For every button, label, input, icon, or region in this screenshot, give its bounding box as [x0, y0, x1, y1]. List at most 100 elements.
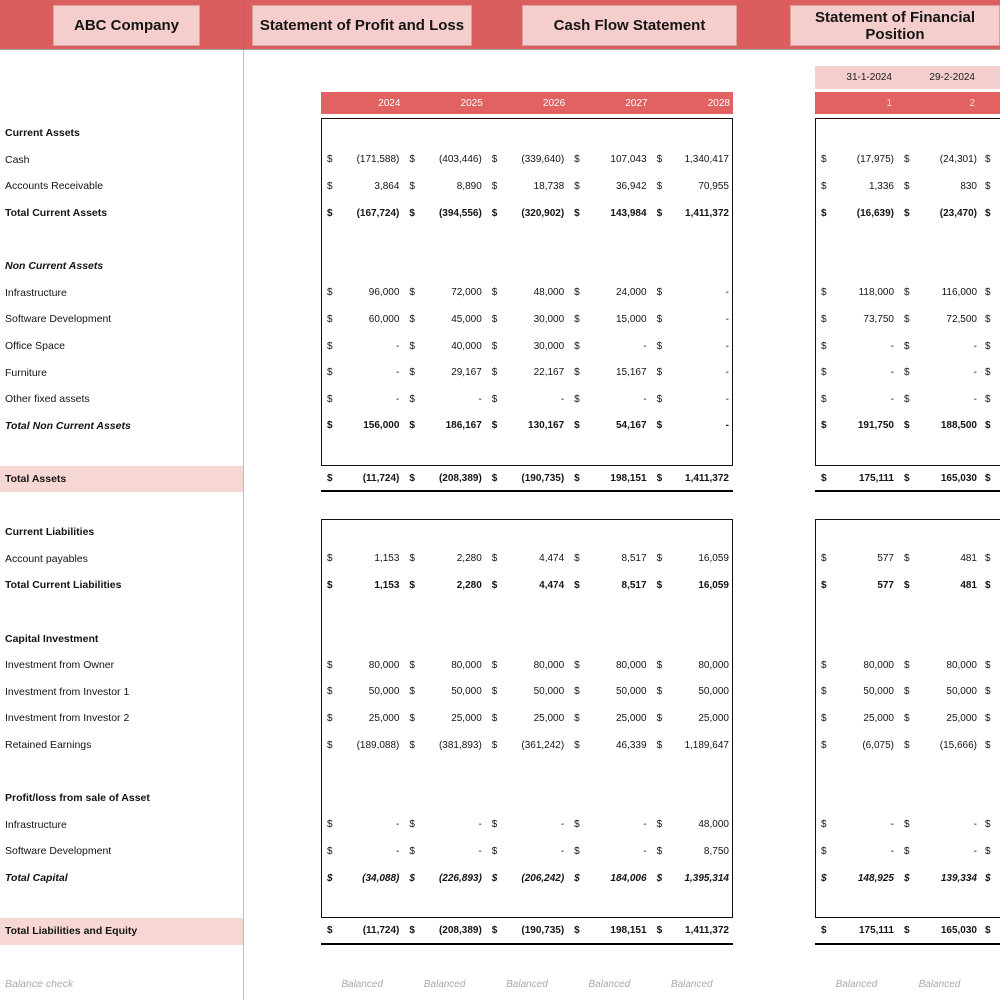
value-cell[interactable]: $22,167 — [486, 359, 568, 386]
value-cell[interactable]: $18,738 — [486, 173, 568, 200]
row-label[interactable]: Profit/loss from sale of Asset — [5, 792, 150, 805]
value-cell[interactable]: $ - — [815, 333, 898, 360]
value-cell[interactable]: $1,411,372 — [651, 200, 733, 227]
row-label[interactable]: Furniture — [5, 366, 48, 379]
value-cell[interactable]: $ (320,902) — [486, 200, 568, 227]
value-cell[interactable]: $46,339 — [568, 732, 650, 759]
value-cell[interactable]: $80,000 — [403, 652, 485, 679]
value-cell[interactable]: $ - — [651, 306, 733, 333]
value-cell[interactable]: $50,000 — [403, 679, 485, 706]
year-cell[interactable]: 2025 — [460, 97, 483, 109]
value-cell[interactable]: $ - — [815, 359, 898, 386]
value-cell[interactable]: $29,167 — [403, 359, 485, 386]
year-cell[interactable]: 2028 — [707, 97, 730, 109]
value-cell[interactable]: $54,167 — [568, 413, 650, 440]
year-cell[interactable]: 2024 — [378, 97, 401, 109]
value-cell[interactable]: $ (34,088) — [321, 865, 403, 892]
value-cell[interactable]: $80,000 — [898, 652, 981, 679]
value-cell[interactable]: $73,750 — [815, 306, 898, 333]
value-cell[interactable]: $ (16,639) — [815, 200, 898, 227]
value-cell[interactable]: $ - — [403, 386, 485, 413]
value-cell[interactable]: $ (11,724) — [321, 466, 403, 491]
value-cell[interactable]: $ - — [815, 838, 898, 865]
value-cell[interactable]: $ (190,735) — [486, 466, 568, 491]
row-label[interactable]: Balance check — [5, 978, 74, 991]
value-cell[interactable]: $48,000 — [651, 812, 733, 839]
value-cell[interactable]: $156,000 — [321, 413, 403, 440]
value-cell[interactable]: $ (394,556) — [403, 200, 485, 227]
value-cell[interactable]: $16,059 — [651, 546, 733, 573]
value-cell[interactable]: $3,864 — [321, 173, 403, 200]
value-cell[interactable]: $184,006 — [568, 865, 650, 892]
value-cell[interactable]: $70,955 — [651, 173, 733, 200]
year-cell[interactable]: 2027 — [625, 97, 648, 109]
row-label[interactable]: Non Current Assets — [5, 260, 104, 273]
value-cell[interactable]: $188,500 — [898, 413, 981, 440]
row-label[interactable] — [0, 599, 243, 626]
value-cell[interactable]: $72,000 — [403, 280, 485, 307]
row-label[interactable]: Accounts Receivable — [5, 180, 104, 193]
value-cell[interactable]: $ (17,975) — [815, 147, 898, 174]
value-cell[interactable]: $25,000 — [898, 705, 981, 732]
value-cell[interactable]: $577 — [815, 572, 898, 599]
value-cell[interactable]: Balanced — [486, 971, 568, 998]
row-label[interactable]: Total Current Liabilities — [5, 579, 122, 592]
value-cell[interactable]: $50,000 — [651, 679, 733, 706]
row-label[interactable] — [0, 891, 243, 918]
row-label[interactable]: Office Space — [5, 340, 65, 353]
value-cell[interactable]: $25,000 — [568, 705, 650, 732]
value-cell[interactable]: $ (381,893) — [403, 732, 485, 759]
value-cell[interactable]: $15,167 — [568, 359, 650, 386]
value-cell[interactable]: $80,000 — [815, 652, 898, 679]
value-cell[interactable]: $118,000 — [815, 280, 898, 307]
tab-cash-flow[interactable]: Cash Flow Statement — [522, 5, 737, 46]
value-cell[interactable]: $60,000 — [321, 306, 403, 333]
value-cell[interactable]: $577 — [815, 546, 898, 573]
value-cell[interactable]: $1,395,314 — [651, 865, 733, 892]
value-cell[interactable]: $1,411,372 — [651, 466, 733, 491]
value-cell[interactable]: Balanced — [568, 971, 650, 998]
row-label[interactable]: Investment from Owner — [5, 659, 115, 672]
value-cell[interactable]: $ - — [568, 333, 650, 360]
value-cell[interactable]: $ (6,075) — [815, 732, 898, 759]
value-cell[interactable]: $ (189,088) — [321, 732, 403, 759]
value-cell[interactable]: $ - — [403, 838, 485, 865]
value-cell[interactable]: $ - — [321, 812, 403, 839]
value-cell[interactable]: $1,153 — [321, 572, 403, 599]
value-cell[interactable]: $45,000 — [403, 306, 485, 333]
value-cell[interactable]: $165,030 — [898, 466, 981, 491]
value-cell[interactable]: $8,890 — [403, 173, 485, 200]
value-cell[interactable]: $1,411,372 — [651, 918, 733, 943]
value-cell[interactable]: $ (23,470) — [898, 200, 981, 227]
row-label[interactable]: Total Current Assets — [5, 207, 108, 220]
value-cell[interactable]: $2,280 — [403, 572, 485, 599]
value-cell[interactable]: $ - — [651, 359, 733, 386]
value-cell[interactable]: $ (361,242) — [486, 732, 568, 759]
row-label[interactable] — [0, 758, 243, 785]
value-cell[interactable]: $ (339,640) — [486, 147, 568, 174]
row-label[interactable]: Software Development — [5, 845, 112, 858]
value-cell[interactable]: $175,111 — [815, 918, 898, 943]
value-cell[interactable]: $40,000 — [403, 333, 485, 360]
month-number-cell[interactable]: 2 — [969, 97, 975, 109]
value-cell[interactable]: Balanced — [403, 971, 485, 998]
row-label[interactable] — [0, 226, 243, 253]
value-cell[interactable]: $ (208,389) — [403, 918, 485, 943]
value-cell[interactable]: $ - — [486, 386, 568, 413]
value-cell[interactable]: $ - — [898, 386, 981, 413]
value-cell[interactable]: $1,189,647 — [651, 732, 733, 759]
value-cell[interactable]: $50,000 — [815, 679, 898, 706]
row-label[interactable]: Investment from Investor 2 — [5, 712, 130, 725]
row-label[interactable]: Current Liabilities — [5, 526, 95, 539]
value-cell[interactable]: Balanced — [898, 971, 981, 998]
value-cell[interactable]: Balanced — [815, 971, 898, 998]
value-cell[interactable]: $96,000 — [321, 280, 403, 307]
row-label[interactable]: Cash — [5, 153, 30, 166]
value-cell[interactable]: $481 — [898, 572, 981, 599]
row-label[interactable]: Total Liabilities and Equity — [0, 918, 243, 945]
value-cell[interactable]: $ - — [898, 333, 981, 360]
value-cell[interactable]: $ - — [651, 413, 733, 440]
value-cell[interactable]: $ - — [651, 386, 733, 413]
value-cell[interactable]: $80,000 — [486, 652, 568, 679]
value-cell[interactable]: $15,000 — [568, 306, 650, 333]
